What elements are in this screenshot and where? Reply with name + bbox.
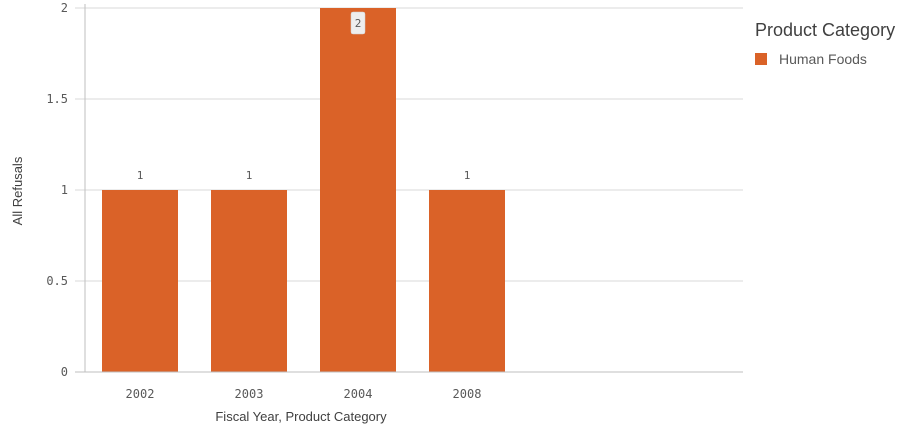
- data-label: 2: [350, 11, 366, 35]
- y-axis-ticks: 0 0.5 1 1.5 2: [46, 1, 68, 379]
- x-tick-label: 2003: [235, 387, 264, 401]
- legend: Product Category Human Foods: [755, 20, 895, 67]
- y-tick-label: 1: [61, 183, 68, 197]
- x-tick-label: 2002: [126, 387, 155, 401]
- bar[interactable]: [429, 190, 505, 372]
- x-axis-title: Fiscal Year, Product Category: [215, 409, 387, 424]
- svg-text:2: 2: [355, 17, 362, 30]
- data-label: 1: [246, 169, 253, 182]
- data-label: 1: [464, 169, 471, 182]
- data-label: 1: [137, 169, 144, 182]
- y-tick-label: 2: [61, 1, 68, 15]
- y-tick-label: 0.5: [46, 274, 68, 288]
- y-tick-label: 0: [61, 365, 68, 379]
- legend-title: Product Category: [755, 20, 896, 40]
- bar[interactable]: [102, 190, 178, 372]
- legend-item-human-foods[interactable]: Human Foods: [755, 51, 895, 67]
- x-tick-label: 2008: [453, 387, 482, 401]
- bar[interactable]: [211, 190, 287, 372]
- data-labels: 1 1 2 1: [137, 11, 471, 182]
- x-tick-label: 2004: [344, 387, 373, 401]
- legend-swatch: [755, 53, 767, 65]
- bars: [102, 8, 505, 372]
- x-axis-ticks: 2002 2003 2004 2008: [126, 387, 482, 401]
- legend-label: Human Foods: [779, 51, 867, 67]
- y-axis-title: All Refusals: [10, 156, 25, 225]
- bar[interactable]: [320, 8, 396, 372]
- y-tick-label: 1.5: [46, 92, 68, 106]
